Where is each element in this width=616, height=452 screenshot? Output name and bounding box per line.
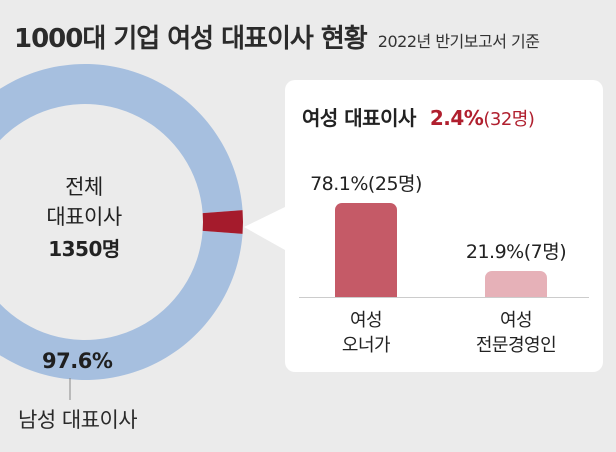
bar-owner (335, 203, 397, 297)
donut-center-label: 전체 대표이사 1350명 (14, 172, 154, 266)
center-total-label: 전체 (65, 175, 103, 199)
center-ceo-label: 대표이사 (46, 205, 122, 229)
bar-professional (485, 270, 547, 297)
panel-title-pct: 2.4% (429, 106, 484, 130)
bar-owner-value: 78.1%(25명) (310, 173, 422, 195)
bar-owner-category: 여성 오너가 (341, 310, 391, 356)
panel-title-count: (32명) (483, 109, 535, 130)
bar-baseline (299, 297, 589, 298)
male-ceo-label: 남성 대표이사 (18, 408, 138, 432)
female-ceo-panel: 여성 대표이사 2.4%(32명) 78.1%(25명) 21.9%(7명) 여성… (285, 80, 603, 372)
bar-professional-value: 21.9%(7명) (465, 240, 567, 263)
bar-professional-category: 여성 전문경영인 (475, 310, 557, 356)
chart-title: 1000대 기업 여성 대표이사 현황 (14, 24, 368, 54)
donut-slice-female (202, 210, 244, 234)
donut-chart (0, 64, 244, 380)
panel-title-text: 여성 대표이사 (302, 106, 416, 130)
title-row: 1000대 기업 여성 대표이사 현황 2022년 반기보고서 기준 (14, 18, 540, 55)
center-total-count: 1350명 (48, 237, 120, 261)
male-percent-label: 97.6% (42, 349, 113, 373)
donut-slice-male (0, 64, 243, 380)
panel-title: 여성 대표이사 2.4%(32명) (302, 102, 535, 131)
chart-subtitle: 2022년 반기보고서 기준 (377, 32, 540, 51)
